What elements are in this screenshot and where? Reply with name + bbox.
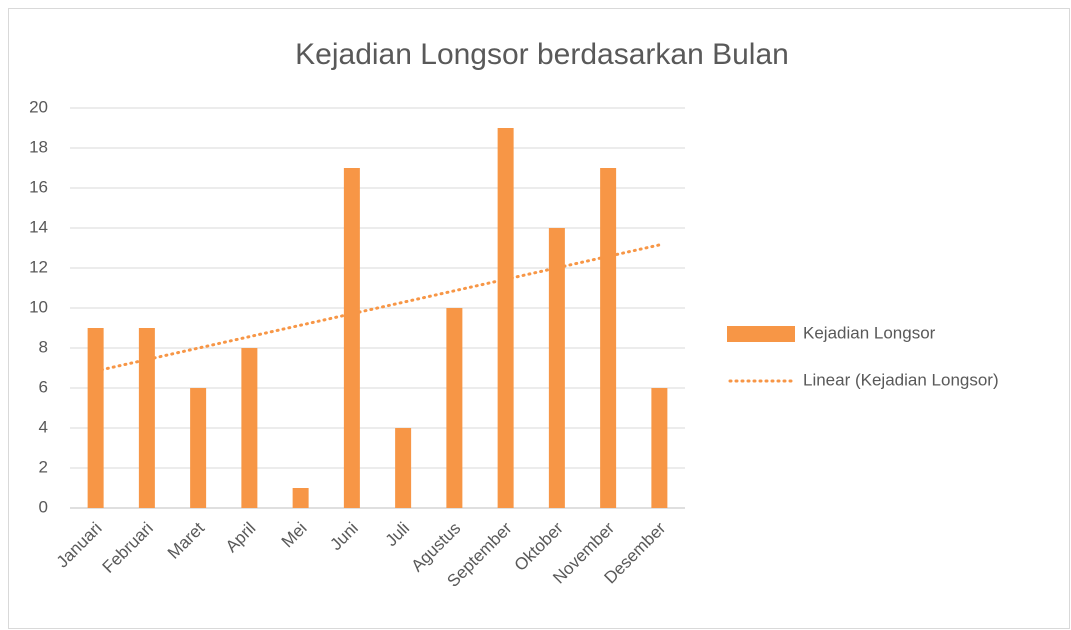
y-tick-label: 0 xyxy=(39,497,48,516)
bar xyxy=(548,228,565,508)
y-tick-label: 14 xyxy=(29,217,48,236)
legend-label: Kejadian Longsor xyxy=(803,323,936,342)
bar xyxy=(343,168,360,508)
bar xyxy=(600,168,617,508)
bar xyxy=(87,328,104,508)
y-tick-label: 4 xyxy=(39,417,48,436)
bar xyxy=(292,488,309,508)
chart-frame xyxy=(8,8,1070,629)
y-tick-label: 8 xyxy=(39,337,48,356)
trendline xyxy=(94,243,661,373)
y-tick-label: 6 xyxy=(39,377,48,396)
y-tick-label: 10 xyxy=(29,297,48,316)
y-tick-label: 18 xyxy=(29,137,48,156)
legend-swatch xyxy=(727,326,795,342)
bar xyxy=(190,388,207,508)
chart-title: Kejadian Longsor berdasarkan Bulan xyxy=(295,38,789,71)
bar xyxy=(651,388,668,508)
y-tick-label: 16 xyxy=(29,177,48,196)
bar xyxy=(395,428,412,508)
bar xyxy=(241,348,258,508)
bar xyxy=(446,308,463,508)
bar xyxy=(497,128,514,508)
y-tick-label: 20 xyxy=(29,97,48,116)
bar xyxy=(138,328,155,508)
y-tick-label: 2 xyxy=(39,457,48,476)
legend-label: Linear (Kejadian Longsor) xyxy=(803,370,999,389)
y-tick-label: 12 xyxy=(29,257,48,276)
